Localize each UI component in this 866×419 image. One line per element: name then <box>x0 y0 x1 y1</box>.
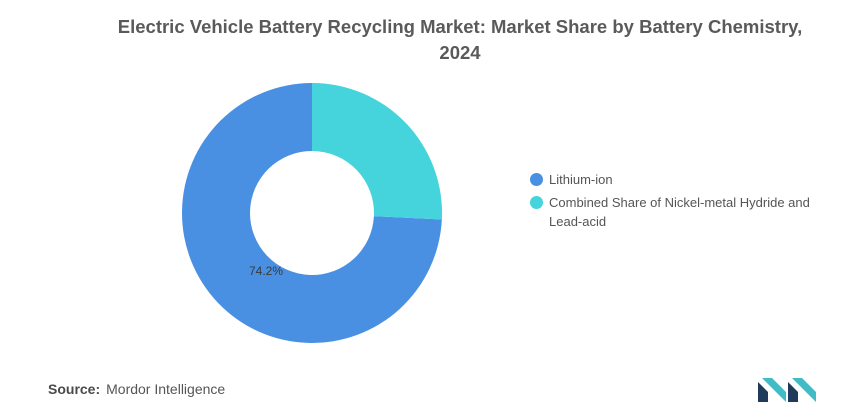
data-label-lithium-ion: 74.2% <box>249 264 283 278</box>
legend-item-lithium-ion: Lithium-ion <box>530 170 830 189</box>
logo-shape-left <box>758 382 768 402</box>
legend: Lithium-ion Combined Share of Nickel-met… <box>530 170 830 235</box>
legend-label-lithium-ion: Lithium-ion <box>549 172 613 187</box>
logo-shape-mid <box>762 378 786 402</box>
legend-label-nimh-lead-acid: Combined Share of Nickel-metal Hydride a… <box>549 195 810 229</box>
logo-shape-right <box>788 382 798 402</box>
legend-item-nimh-lead-acid: Combined Share of Nickel-metal Hydride a… <box>530 193 830 231</box>
logo-shape-far <box>792 378 816 402</box>
donut-slice-lithium-ion <box>181 83 442 343</box>
mordor-intelligence-logo <box>758 378 816 402</box>
legend-swatch-lithium-ion <box>530 173 543 186</box>
source-note: Source: Mordor Intelligence <box>48 381 225 397</box>
source-label: Source: <box>48 381 101 397</box>
source-text: Mordor Intelligence <box>106 381 226 397</box>
chart-title: Electric Vehicle Battery Recycling Marke… <box>117 16 803 63</box>
legend-swatch-nimh-lead-acid <box>530 196 543 209</box>
donut-slice-nimh-lead-acid <box>312 83 442 220</box>
